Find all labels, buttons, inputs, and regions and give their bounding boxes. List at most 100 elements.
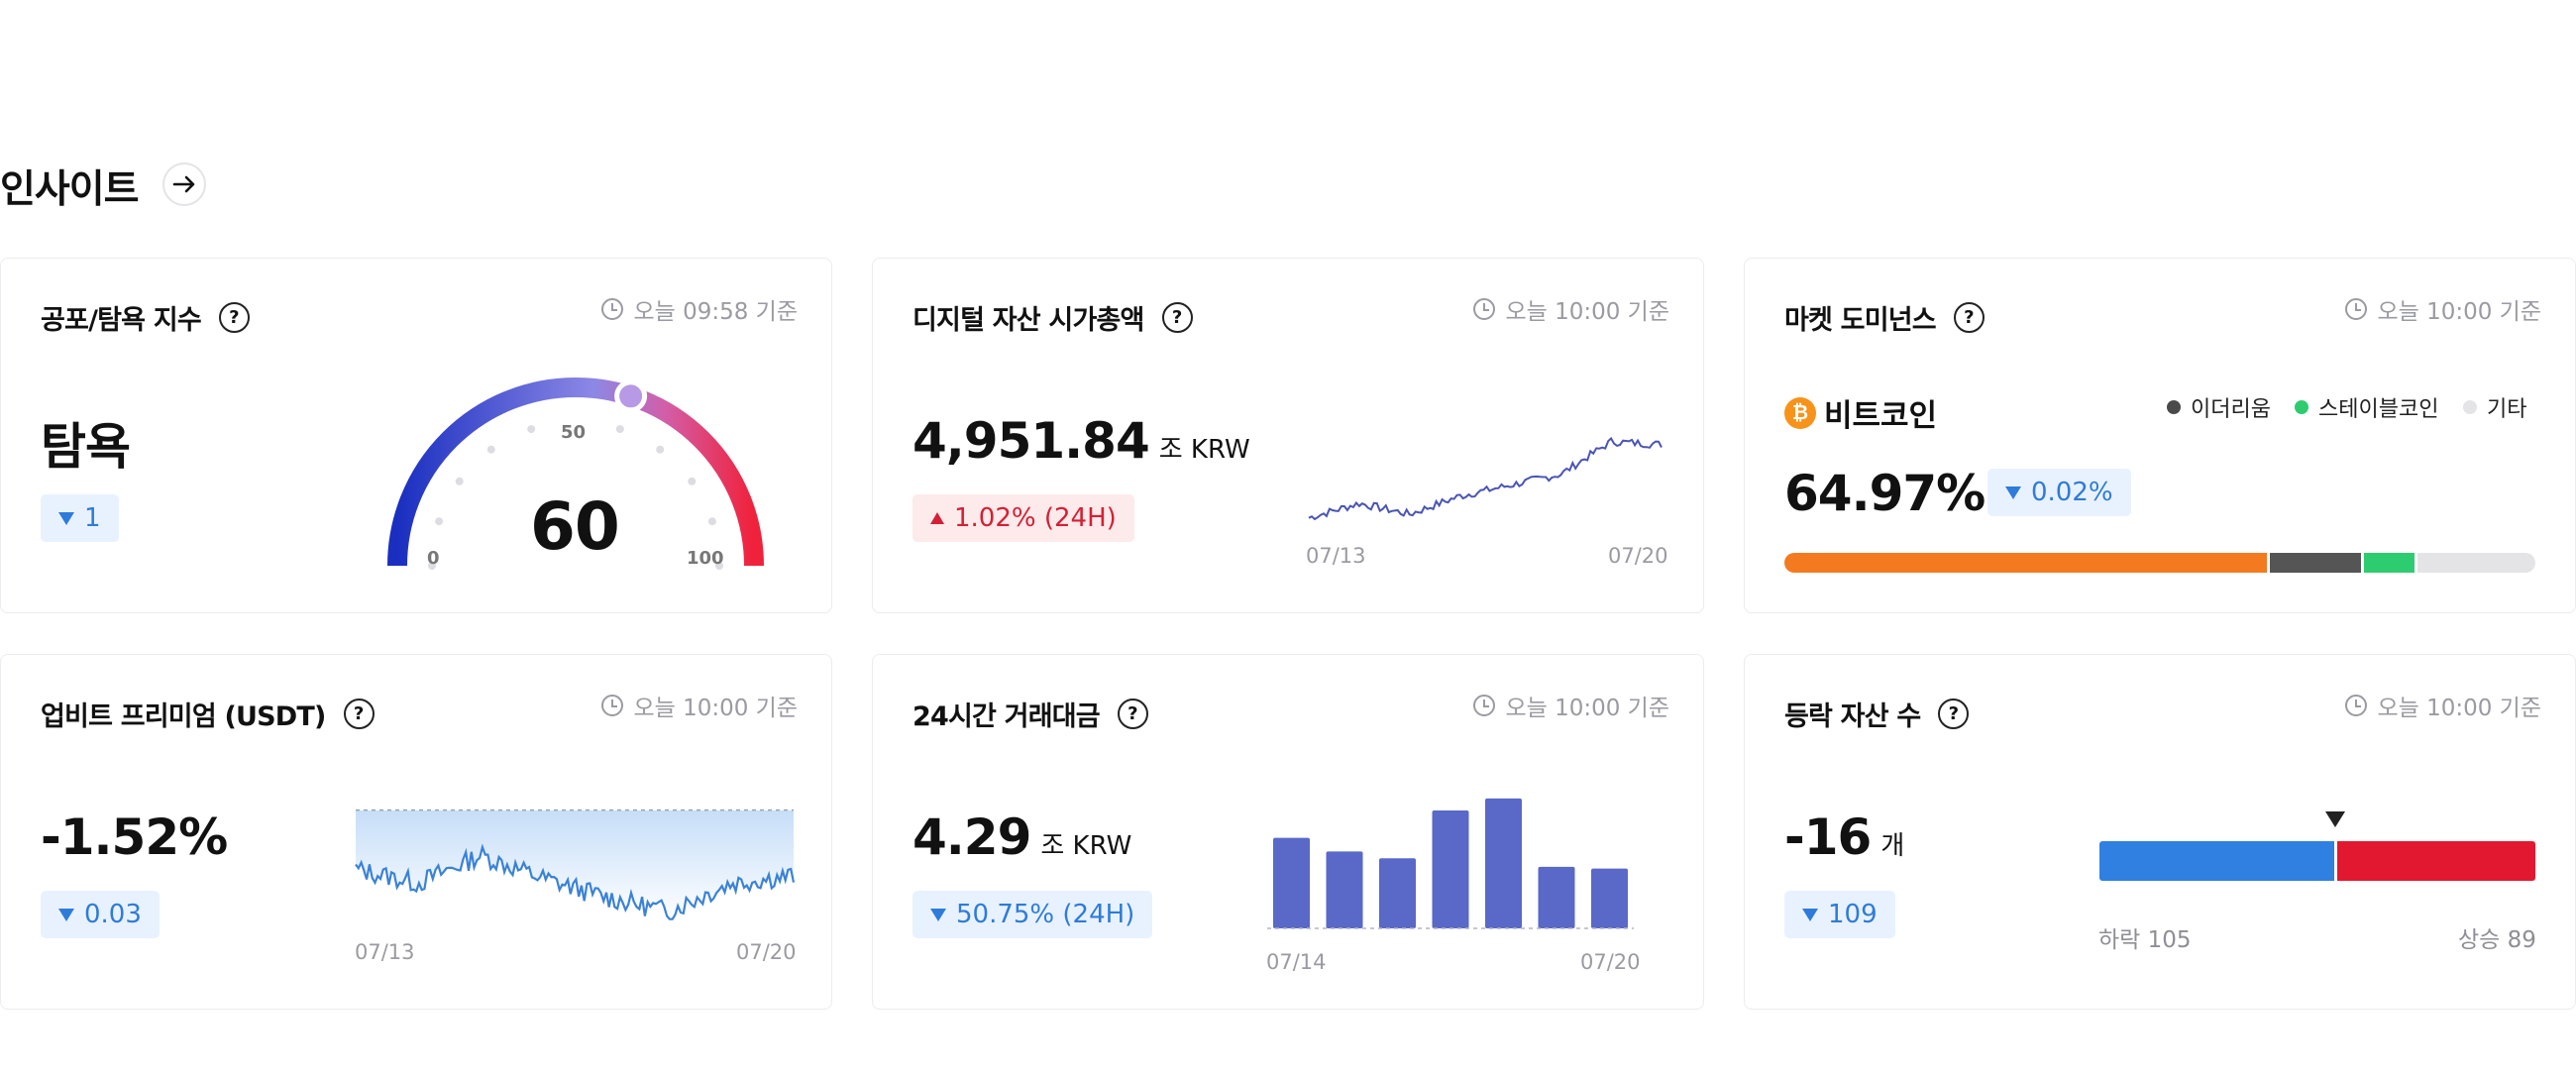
x-start-label: 07/13 (355, 940, 415, 964)
sentiment-label: 탐욕 (41, 418, 131, 476)
premium-line (355, 843, 796, 920)
gauge-tick (428, 562, 436, 570)
premium-area-chart (355, 809, 796, 920)
change-badge: 0.02% (1987, 469, 2131, 516)
volume-card[interactable]: 24시간 거래대금 ? 오늘 10:00 기준 4.29 조 KRW 50.75%… (872, 654, 1704, 1010)
gauge-value: 60 (530, 488, 620, 565)
volume-bar (1432, 809, 1469, 928)
timestamp: 오늘 10:00 기준 (2345, 292, 2541, 326)
help-icon[interactable]: ? (343, 699, 375, 729)
up-count-label: 상승 89 (2458, 927, 2536, 953)
fear-greed-gauge (387, 377, 764, 570)
dominance-value: 64.97% (1784, 465, 1986, 522)
market-cap-card[interactable]: 디지털 자산 시가총액 ? 오늘 10:00 기준 4,951.84 조 KRW … (872, 258, 1704, 613)
value-number: -16 (1784, 808, 1872, 866)
timestamp: 오늘 09:58 기준 (601, 292, 798, 326)
card-header: 마켓 도미넌스 ? (1784, 298, 1985, 337)
down-arrow-icon (2005, 485, 2021, 499)
timestamp: 오늘 10:00 기준 (1473, 689, 1669, 722)
legend-ethereum: 이더리움 (2167, 391, 2271, 423)
clock-icon (2345, 298, 2368, 320)
help-icon[interactable]: ? (1953, 302, 1985, 333)
bitcoin-icon: ₿ (1784, 396, 1816, 429)
down-arrow-icon (58, 908, 74, 921)
change-badge: 0.03 (41, 891, 160, 938)
gauge-tick (707, 517, 716, 526)
change-badge: 109 (1784, 891, 1895, 938)
x-start-label: 07/14 (1266, 950, 1327, 974)
timestamp: 오늘 10:00 기준 (1473, 292, 1669, 326)
timestamp: 오늘 10:00 기준 (2345, 689, 2541, 722)
clock-icon (601, 298, 624, 320)
volume-bar-chart (1267, 798, 1634, 929)
change-value: 1 (84, 503, 101, 533)
gauge-tick (455, 477, 464, 485)
gauge-indicator (614, 379, 648, 413)
arrow-right-icon (172, 175, 195, 193)
x-end-label: 07/20 (1580, 950, 1641, 974)
legend-dot (2167, 400, 2181, 414)
value-unit: 개 (1880, 831, 1905, 861)
dominance-bar (1784, 553, 2535, 573)
clock-icon (1473, 298, 1496, 320)
premium-area-fill (356, 810, 794, 919)
gauge-tick (435, 517, 444, 526)
down-arrow-icon (930, 908, 946, 921)
legend-label: 이더리움 (2191, 397, 2271, 422)
scale-max: 100 (687, 548, 724, 569)
card-title: 디지털 자산 시가총액 (912, 305, 1144, 336)
card-header: 공포/탐욕 지수 ? (41, 298, 250, 337)
coin-name: 비트코인 (1824, 398, 1938, 434)
value-number: 4,951.84 (912, 412, 1150, 470)
gauge-tick (715, 562, 723, 570)
gauge-tick (527, 425, 536, 434)
dominance-segment-stablecoin (2364, 553, 2415, 573)
x-end-label: 07/20 (1608, 544, 1668, 568)
down-count-label: 하락 105 (2098, 927, 2192, 953)
volume-bar (1273, 837, 1310, 928)
updown-segment-down (2099, 841, 2334, 881)
change-value: 0.03 (84, 900, 142, 929)
dominance-segment-bitcoin (1784, 553, 2267, 573)
legend-label: 기타 (2487, 397, 2527, 422)
card-title: 마켓 도미넌스 (1784, 305, 1937, 336)
gauge-ticks (428, 425, 723, 570)
timestamp-text: 오늘 10:00 기준 (2377, 299, 2541, 325)
volume-bar (1485, 798, 1522, 928)
value-number: 4.29 (912, 808, 1031, 866)
change-value: 109 (1828, 900, 1878, 929)
gauge-tick (615, 425, 624, 434)
value-unit: 조 KRW (1040, 831, 1132, 861)
volume-bar (1538, 866, 1575, 928)
dominance-segment-ethereum (2269, 553, 2362, 573)
dominance-card[interactable]: 마켓 도미넌스 ? 오늘 10:00 기준 ₿ 비트코인 이더리움 스테이블코인… (1744, 258, 2576, 613)
updown-card[interactable]: 등락 자산 수 ? 오늘 10:00 기준 -16 개 109 하락 105 상승… (1744, 654, 2576, 1010)
card-header: 디지털 자산 시가총액 ? (912, 298, 1193, 337)
card-title: 공포/탐욕 지수 (41, 305, 202, 336)
market-cap-line-chart (1308, 436, 1663, 521)
help-icon[interactable]: ? (1161, 302, 1193, 333)
updown-marker (2325, 811, 2346, 827)
change-value: 0.02% (2031, 478, 2113, 507)
volume-bar (1591, 868, 1628, 928)
fear-greed-card[interactable]: 공포/탐욕 지수 ? 오늘 09:58 기준 탐욕 1 60 0 50 100 (0, 258, 832, 613)
help-icon[interactable]: ? (218, 302, 250, 333)
insight-more-button[interactable] (162, 162, 206, 206)
premium-card[interactable]: 업비트 프리미엄 (USDT) ? 오늘 10:00 기준 -1.52% 0.0… (0, 654, 832, 1010)
change-badge: 50.75% (24H) (912, 891, 1153, 938)
legend-other: 기타 (2463, 391, 2526, 423)
gauge-tick (656, 445, 665, 454)
down-arrow-icon (58, 511, 74, 525)
timestamp: 오늘 10:00 기준 (601, 689, 798, 722)
clock-icon (601, 695, 624, 716)
card-header: 등락 자산 수 ? (1784, 695, 1970, 733)
timestamp-text: 오늘 10:00 기준 (1505, 299, 1669, 325)
premium-value: -1.52% (41, 808, 228, 866)
updown-bar (2099, 841, 2535, 881)
market-cap-line (1308, 436, 1663, 521)
help-icon[interactable]: ? (1117, 699, 1148, 729)
help-icon[interactable]: ? (1938, 699, 1970, 729)
card-header: 24시간 거래대금 ? (912, 695, 1148, 733)
down-arrow-icon (1802, 908, 1818, 921)
volume-bar (1326, 851, 1363, 928)
